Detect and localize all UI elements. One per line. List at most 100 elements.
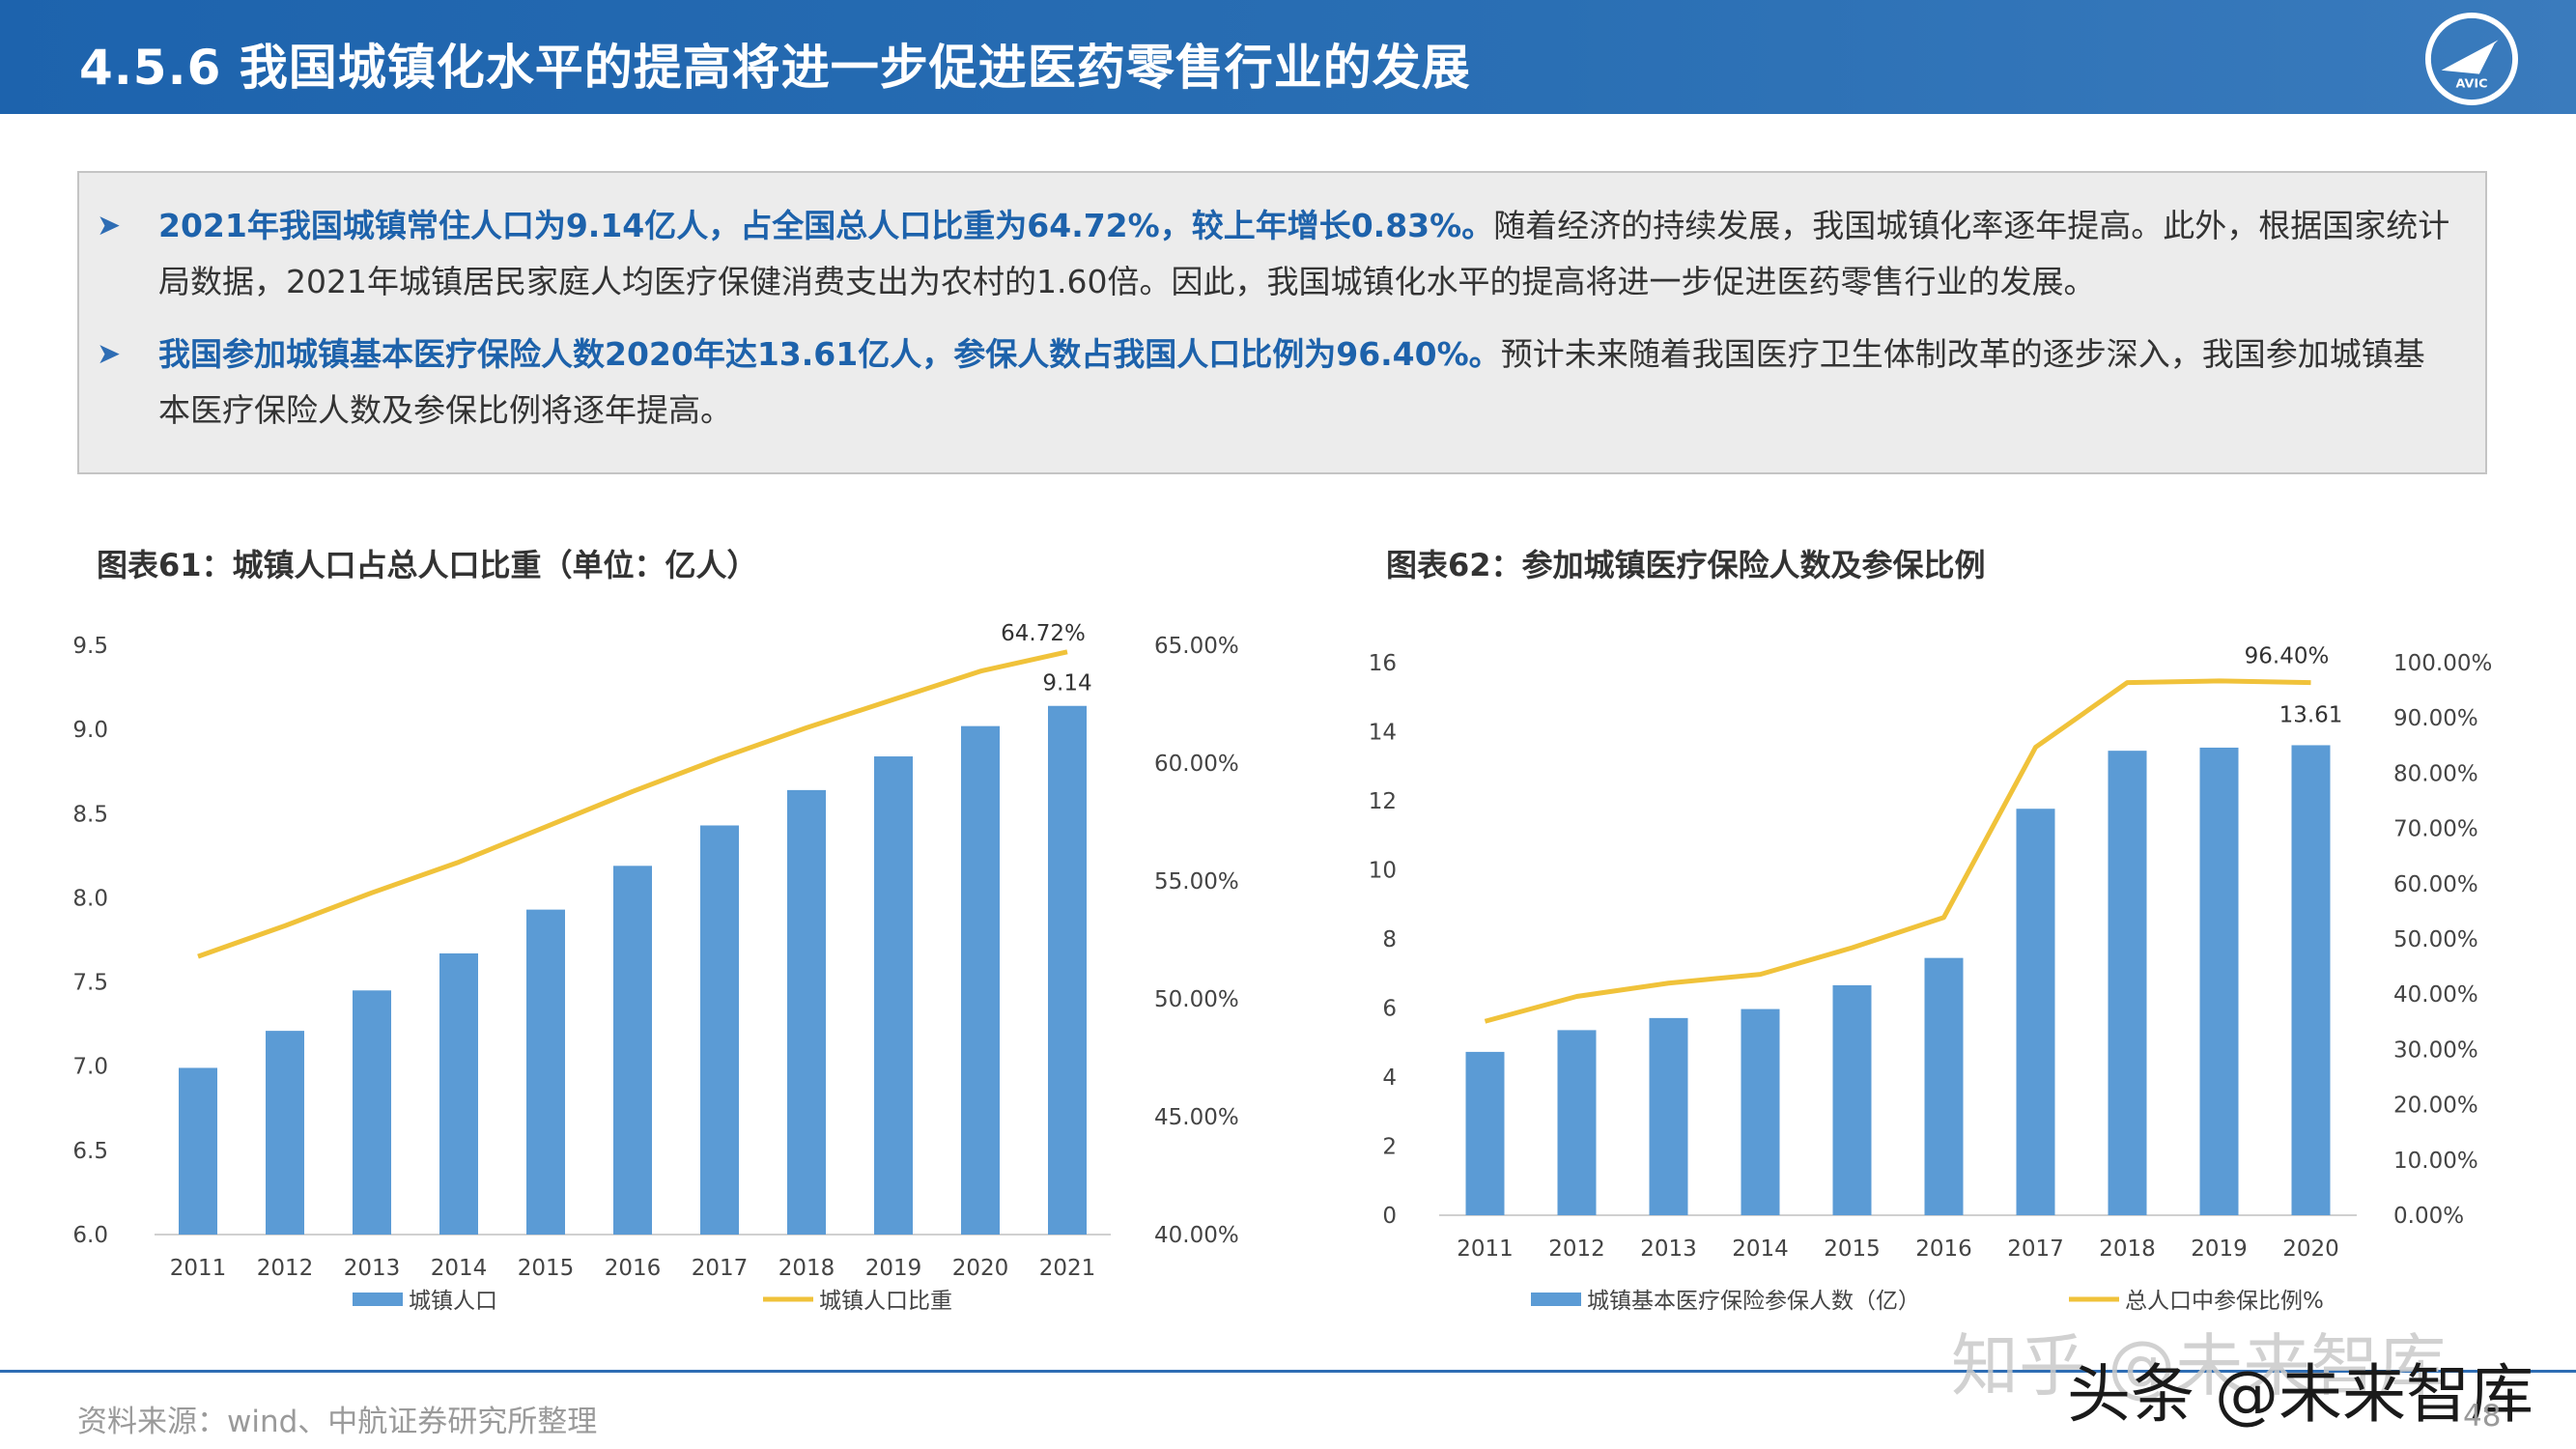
chart-2-left-tick: 8 — [1382, 927, 1397, 952]
chart-1-bar — [961, 725, 1000, 1235]
chart-1-left-tick: 9.5 — [72, 634, 108, 659]
chart-2-line-data-label: 96.40% — [2245, 644, 2330, 669]
chart-2-right-tick: 80.00% — [2393, 761, 2478, 786]
chart-1-left-tick: 8.0 — [72, 886, 108, 911]
chart-1-right-tick: 60.00% — [1154, 752, 1239, 777]
chart-2-bar-data-label: 13.61 — [2279, 702, 2343, 727]
chart-2-right-tick: 70.00% — [2393, 817, 2478, 842]
chart-1-bar-data-label: 9.14 — [1042, 671, 1091, 696]
chart-2-category-label: 2011 — [1457, 1236, 1514, 1262]
summary-box: ➤ 2021年我国城镇常住人口为9.14亿人，占全国总人口比重为64.72%，较… — [77, 171, 2487, 474]
chart-2-left-tick: 6 — [1382, 997, 1397, 1022]
chart-1-bar — [266, 1031, 304, 1235]
summary-bullet-1: ➤ 2021年我国城镇常住人口为9.14亿人，占全国总人口比重为64.72%，较… — [97, 198, 2453, 310]
chart-1-bar — [874, 756, 913, 1235]
chart-2-bar — [1832, 984, 1872, 1215]
chart-2-title: 图表62：参加城镇医疗保险人数及参保比例 — [1386, 547, 1986, 583]
watermark-toutiao: 头条 @未来智库 — [2067, 1357, 2534, 1432]
chart-2-right-tick: 0.00% — [2393, 1204, 2464, 1229]
chart-2-category-label: 2012 — [1548, 1236, 1605, 1262]
chart-2-bar — [2108, 751, 2147, 1215]
chart-2-category-label: 2013 — [1640, 1236, 1697, 1262]
chart-1-category-label: 2011 — [170, 1256, 227, 1281]
chart-1-category-label: 2020 — [952, 1256, 1009, 1281]
chart-1-right-tick: 50.00% — [1154, 987, 1239, 1012]
arrow-bullet-icon: ➤ — [97, 209, 122, 242]
chart-1-legend-bar-label: 城镇人口 — [409, 1289, 497, 1314]
chart-1-category-label: 2013 — [344, 1256, 401, 1281]
chart-2-bar — [2291, 745, 2331, 1215]
chart-2-right-tick: 10.00% — [2393, 1149, 2478, 1174]
chart-2-bar — [1557, 1030, 1597, 1215]
chart-1-category-label: 2018 — [778, 1256, 835, 1281]
chart-2-category-label: 2020 — [2282, 1236, 2339, 1262]
chart-1-bar — [353, 990, 391, 1235]
chart-1-bar — [700, 825, 739, 1235]
chart-1-left-tick: 6.0 — [72, 1223, 108, 1248]
chart-1-title: 图表61：城镇人口占总人口比重（单位：亿人） — [97, 547, 758, 583]
arrow-bullet-icon: ➤ — [97, 337, 122, 371]
chart-1-category-label: 2019 — [865, 1256, 922, 1281]
chart-2-right-tick: 90.00% — [2393, 706, 2478, 731]
footer-divider — [0, 1370, 2576, 1373]
chart-2-left-tick: 16 — [1369, 651, 1397, 676]
chart-2-category-label: 2018 — [2099, 1236, 2156, 1262]
chart-2-right-tick: 100.00% — [2393, 651, 2492, 676]
chart-1-left-tick: 7.5 — [72, 971, 108, 996]
chart-1-right-tick: 45.00% — [1154, 1105, 1239, 1130]
chart-2-bar — [1465, 1051, 1505, 1215]
chart-1-legend-line-label: 城镇人口比重 — [819, 1289, 952, 1314]
chart-1-category-label: 2017 — [692, 1256, 749, 1281]
chart-1-category-label: 2016 — [605, 1256, 662, 1281]
chart-2-left-tick: 2 — [1382, 1135, 1397, 1160]
chart-1-legend-bar-swatch — [353, 1293, 403, 1306]
chart-2-left-tick: 0 — [1382, 1204, 1397, 1229]
chart-1-bar — [613, 866, 652, 1235]
bullet-2-highlight: 我国参加城镇基本医疗保险人数2020年达13.61亿人，参保人数占我国人口比例为… — [158, 335, 1501, 373]
chart-2-left-tick: 10 — [1369, 859, 1397, 884]
chart-2-category-label: 2017 — [2007, 1236, 2064, 1262]
chart-2-category-label: 2015 — [1824, 1236, 1881, 1262]
chart-1-bar — [439, 952, 478, 1235]
chart-2-left-tick: 12 — [1369, 789, 1397, 814]
chart-2-right-tick: 30.00% — [2393, 1037, 2478, 1063]
page-title: 4.5.6 我国城镇化水平的提高将进一步促进医药零售行业的发展 — [79, 40, 1471, 96]
chart-2-bar — [1649, 1017, 1688, 1215]
summary-bullet-2: ➤ 我国参加城镇基本医疗保险人数2020年达13.61亿人，参保人数占我国人口比… — [97, 327, 2453, 439]
page-number: 48 — [2463, 1399, 2502, 1434]
bullet-1-text: 随着经济的持续发展，我国城镇化率逐年提高。此外，根据国家统计局数据，2021年城… — [158, 207, 2450, 300]
chart-1-category-label: 2021 — [1039, 1256, 1096, 1281]
logo-text: AVIC — [2456, 76, 2488, 91]
avic-logo-icon: AVIC — [2424, 12, 2519, 106]
chart-2-category-label: 2016 — [1915, 1236, 1972, 1262]
chart-2-legend-bar-label: 城镇基本医疗保险参保人数（亿） — [1587, 1289, 1920, 1314]
chart-2-category-label: 2019 — [2191, 1236, 2248, 1262]
chart-2-right-tick: 40.00% — [2393, 982, 2478, 1008]
chart-1-right-tick: 55.00% — [1154, 869, 1239, 895]
chart-1-line-data-label: 64.72% — [1001, 621, 1086, 646]
chart-2-legend-bar-swatch — [1531, 1293, 1581, 1306]
chart-1-right-tick: 40.00% — [1154, 1223, 1239, 1248]
chart-1-bar — [787, 789, 826, 1235]
bullet-2-text: 预计未来随着我国医疗卫生体制改革的逐步深入，我国参加城镇基本医疗保险人数及参保比… — [158, 335, 2425, 429]
chart-2-category-label: 2014 — [1732, 1236, 1789, 1262]
chart-1-bar — [1048, 705, 1087, 1235]
chart-2-left-tick: 4 — [1382, 1065, 1397, 1091]
source-note: 资料来源：wind、中航证券研究所整理 — [77, 1405, 598, 1439]
chart-2-right-tick: 50.00% — [2393, 927, 2478, 952]
chart-1-bar — [179, 1067, 217, 1235]
chart-2-left-tick: 14 — [1369, 721, 1397, 746]
watermark-zhihu: 知乎 @未来智库 — [1951, 1326, 2447, 1406]
chart-2-right-tick: 60.00% — [2393, 872, 2478, 897]
bullet-1-highlight: 2021年我国城镇常住人口为9.14亿人，占全国总人口比重为64.72%，较上年… — [158, 207, 1494, 244]
header-bar: 4.5.6 我国城镇化水平的提高将进一步促进医药零售行业的发展 AVIC — [0, 0, 2576, 114]
chart-2-legend-line-label: 总人口中参保比例% — [2125, 1289, 2324, 1314]
chart-2-ratio-line — [1484, 678, 2311, 1024]
chart-1-left-tick: 7.0 — [72, 1055, 108, 1080]
chart-1-bar — [526, 909, 565, 1235]
chart-2-bar — [2199, 747, 2239, 1215]
chart-2-bar — [1924, 957, 1964, 1215]
chart-1-category-label: 2012 — [257, 1256, 314, 1281]
chart-1-right-tick: 65.00% — [1154, 634, 1239, 659]
